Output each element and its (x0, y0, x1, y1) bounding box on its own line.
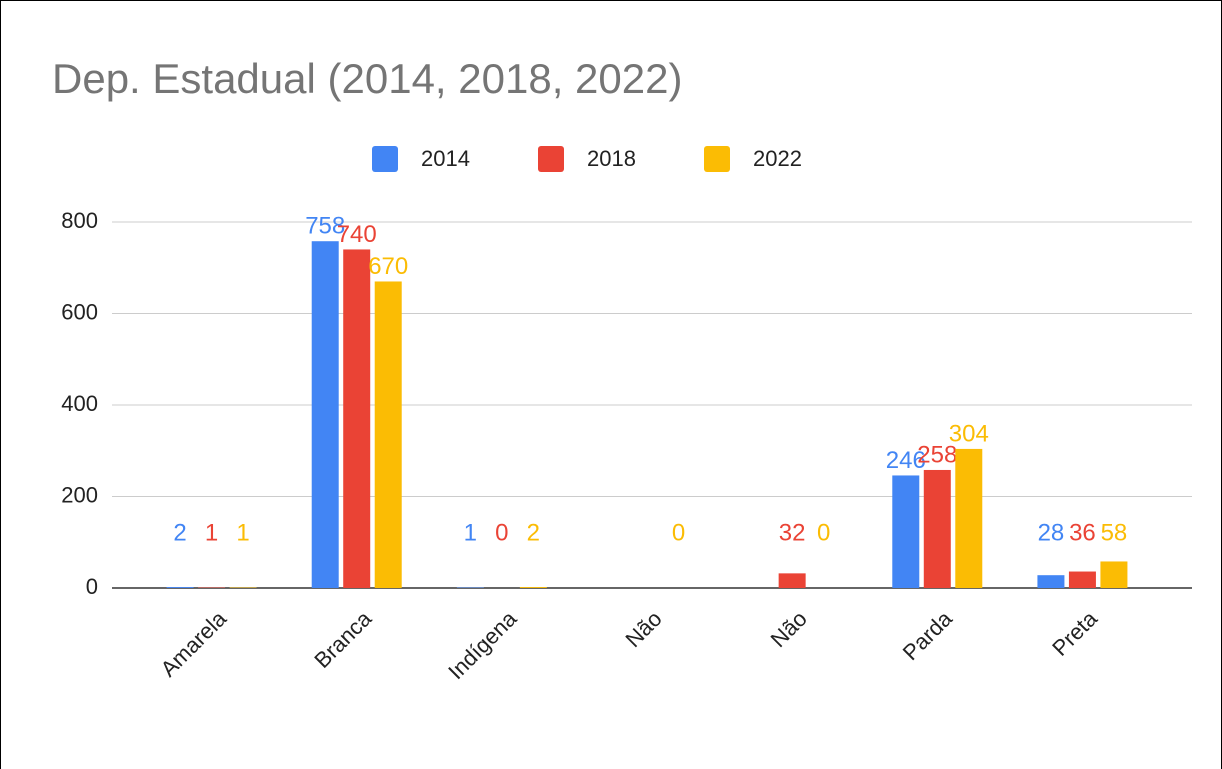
bar (166, 587, 194, 588)
value-label: 758 (305, 213, 345, 240)
value-label: 1 (464, 519, 477, 546)
x-tick-label: Preta (1047, 605, 1102, 660)
legend-label: 2022 (753, 146, 802, 171)
legend-label: 2014 (421, 146, 470, 171)
legend-swatch (538, 146, 564, 172)
bar (311, 241, 339, 588)
legend-swatch (372, 146, 398, 172)
value-label: 258 (917, 441, 957, 468)
value-label: 740 (337, 221, 377, 248)
value-label: 670 (368, 253, 408, 280)
bar (1068, 571, 1096, 588)
value-label: 304 (949, 420, 989, 447)
y-tick-label: 800 (61, 208, 98, 233)
x-tick-label: Amarela (156, 605, 232, 681)
value-label: 1 (205, 519, 218, 546)
value-label: 246 (886, 447, 926, 474)
bar (1100, 561, 1128, 588)
value-label: 2 (173, 519, 186, 546)
bar (374, 281, 402, 588)
value-label: 0 (495, 519, 508, 546)
x-tick-label: Não (620, 606, 666, 652)
x-tick-label: Indígena (443, 605, 522, 684)
y-tick-label: 200 (61, 482, 98, 507)
y-tick-label: 400 (61, 391, 98, 416)
x-tick-label: Parda (898, 605, 958, 665)
value-label: 2 (527, 519, 540, 546)
y-tick-label: 600 (61, 299, 98, 324)
value-label: 28 (1038, 519, 1065, 546)
bar (955, 448, 983, 588)
value-label: 1 (236, 519, 249, 546)
bar (343, 249, 371, 588)
bar (519, 587, 547, 588)
bar (1037, 575, 1065, 588)
value-label: 0 (817, 519, 830, 546)
chart-title: Dep. Estadual (2014, 2018, 2022) (52, 55, 682, 102)
bar (778, 573, 806, 588)
y-tick-label: 0 (86, 574, 98, 599)
value-label: 58 (1101, 519, 1128, 546)
legend-swatch (704, 146, 730, 172)
x-tick-label: Não (766, 606, 812, 652)
value-label: 32 (779, 519, 806, 546)
bar (923, 469, 951, 588)
x-tick-label: Branca (309, 605, 377, 673)
value-label: 36 (1069, 519, 1096, 546)
legend-label: 2018 (587, 146, 636, 171)
value-label: 0 (672, 519, 685, 546)
bar (892, 475, 920, 588)
